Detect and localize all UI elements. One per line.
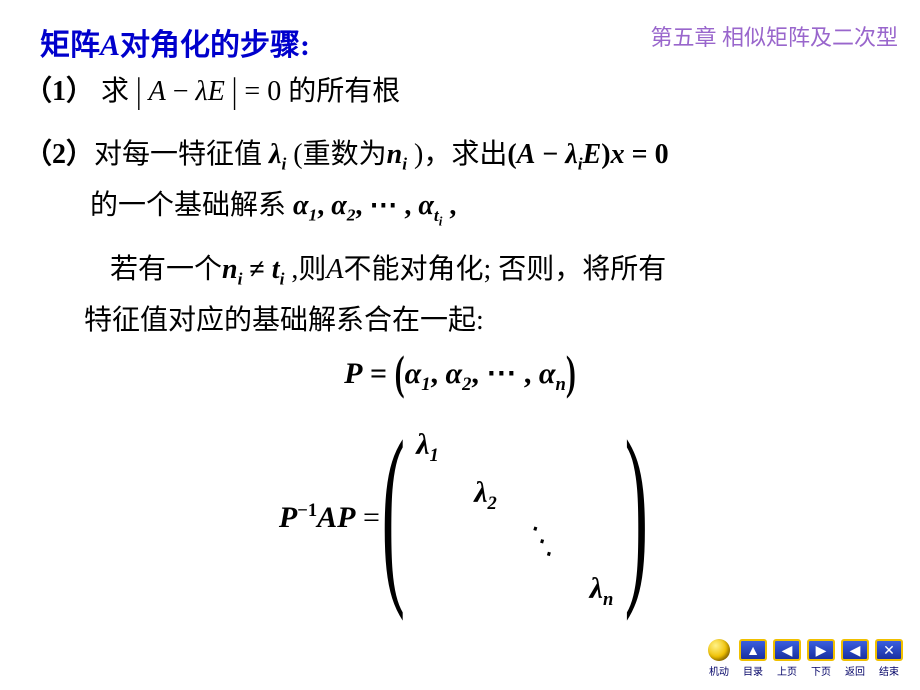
peq-s3: n (556, 374, 566, 395)
nav-toc-icon: ▲ (739, 639, 767, 661)
alpha2: α (331, 190, 347, 221)
l4-t: t (272, 254, 280, 285)
peq-c1: , (430, 357, 445, 390)
peq-eq: = (362, 357, 394, 390)
chapter-title: 第五章 相似矩阵及二次型 (650, 20, 898, 52)
neq: ≠ (242, 254, 271, 285)
nav-back[interactable]: ◀ 返回 (840, 639, 870, 678)
step-1: （1） 求 | A − λE | = 0 的所有根 (24, 70, 896, 115)
nav-back-label: 返回 (845, 663, 865, 678)
p-equation: P = (α1, α2, ⋯ , αn) (24, 350, 896, 400)
nav-prev-icon: ◀ (773, 639, 801, 661)
m-P: P (279, 501, 297, 534)
m-A: A (317, 501, 337, 534)
lambda-i: λ (269, 139, 281, 170)
matrix-rparen: ) (624, 412, 647, 612)
m-d4s: n (603, 589, 613, 610)
peq-a1: α (405, 357, 422, 390)
m-dots: ⋱ (521, 514, 566, 569)
title-post: 对角化的步骤: (120, 29, 310, 62)
title-var: A (100, 29, 120, 62)
peq-P: P (344, 357, 362, 390)
eq-zero: = 0 (237, 76, 281, 107)
n-i: n (387, 139, 403, 170)
t2: (重数为 (286, 139, 386, 170)
l3-t1: 的一个基础解系 (90, 190, 293, 221)
nav-end-label: 结束 (879, 663, 899, 678)
nav-bar: 机动 ▲ 目录 ◀ 上页 ▶ 下页 ◀ 返回 ✕ 结束 (704, 639, 904, 678)
m-d2s: 2 (488, 493, 497, 514)
step-2d: 特征值对应的基础解系合在一起: (24, 299, 896, 344)
rp: ) (601, 139, 610, 170)
c1: , (317, 190, 331, 221)
content-body: （1） 求 | A − λE | = 0 的所有根 （2）对每一特征值 λi (… (24, 70, 896, 618)
l4-t1: 若有一个 (110, 254, 222, 285)
m-eq: = (355, 501, 379, 534)
nav-end-icon: ✕ (875, 639, 903, 661)
nav-toc-label: 目录 (743, 663, 763, 678)
zero2: 0 (655, 139, 669, 170)
nav-toc[interactable]: ▲ 目录 (738, 639, 768, 678)
expr-lambda: λ (196, 76, 208, 107)
m-d2: λ (474, 476, 487, 509)
lp: ( (507, 139, 516, 170)
title-pre: 矩阵 (40, 29, 100, 62)
step-2c: 若有一个ni ≠ ti ,则A不能对角化; 否则，将所有 (24, 248, 896, 293)
peq-s2: 2 (462, 374, 471, 395)
A2: A (517, 139, 536, 170)
E2: E (583, 139, 602, 170)
nav-end[interactable]: ✕ 结束 (874, 639, 904, 678)
nav-motor-label: 机动 (709, 663, 729, 678)
peq-c2: , ⋯ , (471, 357, 539, 390)
expr-A: A (149, 76, 166, 107)
expr-E: E (208, 76, 225, 107)
matrix-equation: P−1AP = ( λ1 λ2 ⋱ λn ) (24, 418, 896, 618)
sphere-icon (708, 639, 730, 661)
l4-t2: ,则 (284, 254, 326, 285)
matrix-lparen: ( (382, 412, 405, 612)
step-2b: 的一个基础解系 α1, α2, ⋯ , αti , (24, 184, 896, 232)
step1-verb: 求 (101, 76, 129, 107)
nav-motor[interactable]: 机动 (704, 639, 734, 678)
matrix-body: λ1 λ2 ⋱ λn (399, 422, 631, 614)
m-P2: P (337, 501, 355, 534)
m-d1: λ (416, 428, 429, 461)
m-d1s: 1 (430, 445, 439, 466)
m-d4: λ (590, 572, 603, 605)
l4-A: A (326, 254, 343, 285)
t1: 对每一特征值 (94, 139, 269, 170)
nav-next-icon: ▶ (807, 639, 835, 661)
lambda-i2: λ (565, 139, 577, 170)
nav-back-icon: ◀ (841, 639, 869, 661)
x: x (611, 139, 625, 170)
nav-prev[interactable]: ◀ 上页 (772, 639, 802, 678)
alpha1: α (293, 190, 309, 221)
section-title: 矩阵A对角化的步骤: (40, 20, 310, 64)
nav-next[interactable]: ▶ 下页 (806, 639, 836, 678)
minus: − (166, 76, 196, 107)
nav-prev-label: 上页 (777, 663, 797, 678)
l5: 特征值对应的基础解系合在一起: (84, 305, 484, 336)
l4-t3: 不能对角化; 否则，将所有 (344, 254, 667, 285)
step-2: （2）对每一特征值 λi (重数为ni )，求出(A − λiE)x = 0 (24, 133, 896, 178)
nav-next-label: 下页 (811, 663, 831, 678)
alpha1-sub: 1 (309, 206, 318, 225)
minus2: − (535, 139, 565, 170)
peq-a3: α (539, 357, 556, 390)
c2: , ⋯ , (355, 190, 418, 221)
m-sup: −1 (297, 500, 317, 521)
step1-label: （1） (24, 76, 94, 107)
t3: )，求出 (407, 139, 507, 170)
alphat: α (418, 190, 434, 221)
peq-a2: α (445, 357, 462, 390)
eq2: = (625, 139, 655, 170)
l4-n: n (222, 254, 238, 285)
l3-tail: , (442, 190, 456, 221)
step2-label: （2） (24, 139, 94, 170)
step1-tail: 的所有根 (288, 76, 400, 107)
